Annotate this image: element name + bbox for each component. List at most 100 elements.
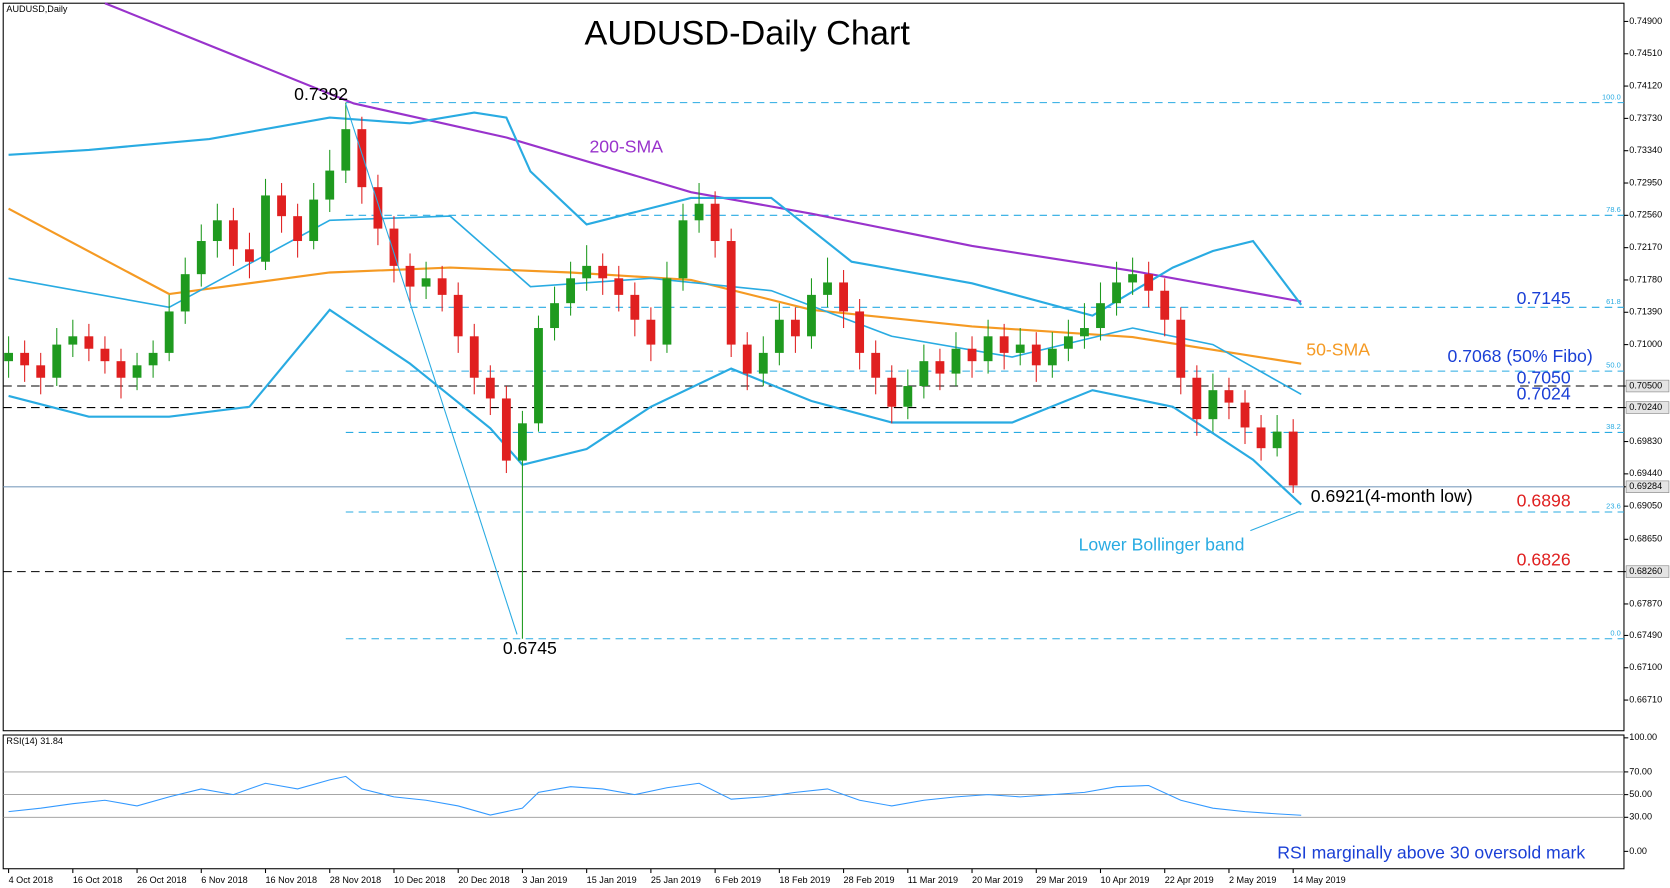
candle-body (1160, 290, 1170, 320)
candle-body (84, 336, 94, 349)
candle-body (389, 228, 399, 266)
fibo-label: 78.6 (1606, 205, 1621, 214)
y-tick-label: 0.66710 (1629, 694, 1662, 704)
y-tick-label: 0.74120 (1629, 80, 1662, 90)
candle-body (132, 365, 142, 378)
y-tick-label: 0.73340 (1629, 145, 1662, 155)
candle-body (1272, 431, 1282, 449)
candle-body (1031, 344, 1041, 366)
candle-body (790, 319, 800, 337)
indicator-line (8, 308, 1302, 506)
candle-body (726, 241, 736, 345)
y-tick-label: 0.67100 (1629, 662, 1662, 672)
x-tick-label: 15 Jan 2019 (587, 875, 637, 885)
candle-body (1288, 431, 1298, 486)
indicator-line (8, 111, 1303, 317)
candle-body (485, 377, 495, 399)
rsi-title: RSI(14) 31.84 (6, 736, 63, 746)
candle-body (919, 361, 929, 387)
candle-body (1015, 344, 1025, 353)
rsi-line (8, 775, 1302, 816)
y-tick-box (1625, 565, 1670, 578)
fibo-label: 50.0 (1606, 361, 1621, 370)
y-tick-label: 0.72950 (1629, 177, 1662, 187)
y-tick-label: 0.69284 (1629, 481, 1662, 491)
candle-body (999, 336, 1009, 353)
y-tick-label: 0.74510 (1629, 48, 1662, 58)
candle-body (4, 352, 14, 362)
candle-body (196, 241, 206, 275)
candle-body (823, 282, 832, 295)
candle-body (550, 303, 559, 329)
candle-body (148, 352, 158, 366)
candle-body (1112, 282, 1121, 304)
y-tick-label: 0.69440 (1629, 468, 1662, 478)
x-tick-label: 4 Oct 2018 (9, 875, 53, 885)
chart-title: AUDUSD-Daily Chart (585, 14, 911, 52)
annotation: 0.7068 (50% Fibo) (1448, 346, 1593, 366)
annotation: 0.6826 (1517, 549, 1571, 569)
annotation: 0.7050 (1517, 367, 1571, 387)
x-tick-label: 6 Feb 2019 (715, 875, 761, 885)
trend-line (345, 103, 518, 635)
price-panel: 0.74900 0.74510 0.74120 0.73730 0.73340 0.729… (3, 2, 1670, 704)
candle-body (469, 336, 479, 378)
candle-body (341, 129, 351, 171)
x-tick-label: 10 Dec 2018 (394, 875, 445, 885)
x-tick-label: 29 Mar 2019 (1036, 875, 1087, 885)
candle-body (116, 361, 126, 378)
candle-body (630, 294, 640, 320)
candle-body (951, 348, 961, 374)
candle-body (967, 348, 977, 362)
candle-body (1063, 336, 1073, 349)
candle-body (100, 348, 110, 362)
candle-body (903, 386, 913, 407)
candle-body (1224, 390, 1234, 403)
candle-body (694, 203, 704, 221)
y-tick-label: 0.70240 (1629, 402, 1662, 412)
rsi-frame (2, 734, 1625, 870)
x-tick-label: 6 Nov 2018 (201, 875, 247, 885)
candle-body (534, 328, 543, 424)
y-tick-label: 0.71390 (1629, 307, 1662, 317)
candle-body (710, 203, 720, 242)
candle-body (501, 398, 511, 461)
y-tick-label: 0.74900 (1629, 16, 1662, 26)
x-tick-label: 11 Mar 2019 (908, 875, 958, 885)
candle-body (855, 311, 865, 353)
candle-body (839, 282, 848, 312)
candle-body (871, 352, 881, 378)
candle-body (935, 361, 945, 374)
candle-body (758, 352, 768, 374)
candle-body (245, 249, 254, 262)
x-tick-label: 18 Feb 2019 (779, 875, 830, 885)
rsi-y-tick-label: 0.00 (1629, 846, 1647, 856)
candle-body (421, 278, 431, 287)
candle-body (228, 220, 238, 250)
y-tick-box (1625, 401, 1670, 414)
candle-body (36, 365, 46, 378)
annotation: 200-SMA (589, 136, 663, 156)
candle-body (646, 319, 656, 345)
candle-body (309, 199, 319, 242)
candle-body (1096, 303, 1105, 329)
indicator-line (8, 207, 1302, 365)
candle-body (887, 377, 897, 407)
y-tick-label: 0.73730 (1629, 113, 1662, 123)
candle-body (662, 278, 672, 345)
rsi-y-tick-label: 50.00 (1629, 789, 1652, 799)
x-tick-label: 20 Dec 2018 (458, 875, 509, 885)
candle-body (807, 294, 816, 337)
price-frame (2, 2, 1625, 732)
candle-body (453, 294, 463, 337)
candle-body (518, 423, 527, 461)
rsi-y-tick-label: 30.00 (1629, 812, 1652, 822)
rsi-y-tick-label: 100.00 (1629, 732, 1657, 742)
symbol-label: AUDUSD,Daily (6, 4, 68, 14)
candle-body (325, 170, 335, 200)
rsi-panel: 100.00 70.00 50.00 30.00 0.00 (3, 732, 1657, 856)
annotation: 0.6898 (1517, 490, 1571, 510)
x-tick-label: 28 Feb 2019 (844, 875, 895, 885)
